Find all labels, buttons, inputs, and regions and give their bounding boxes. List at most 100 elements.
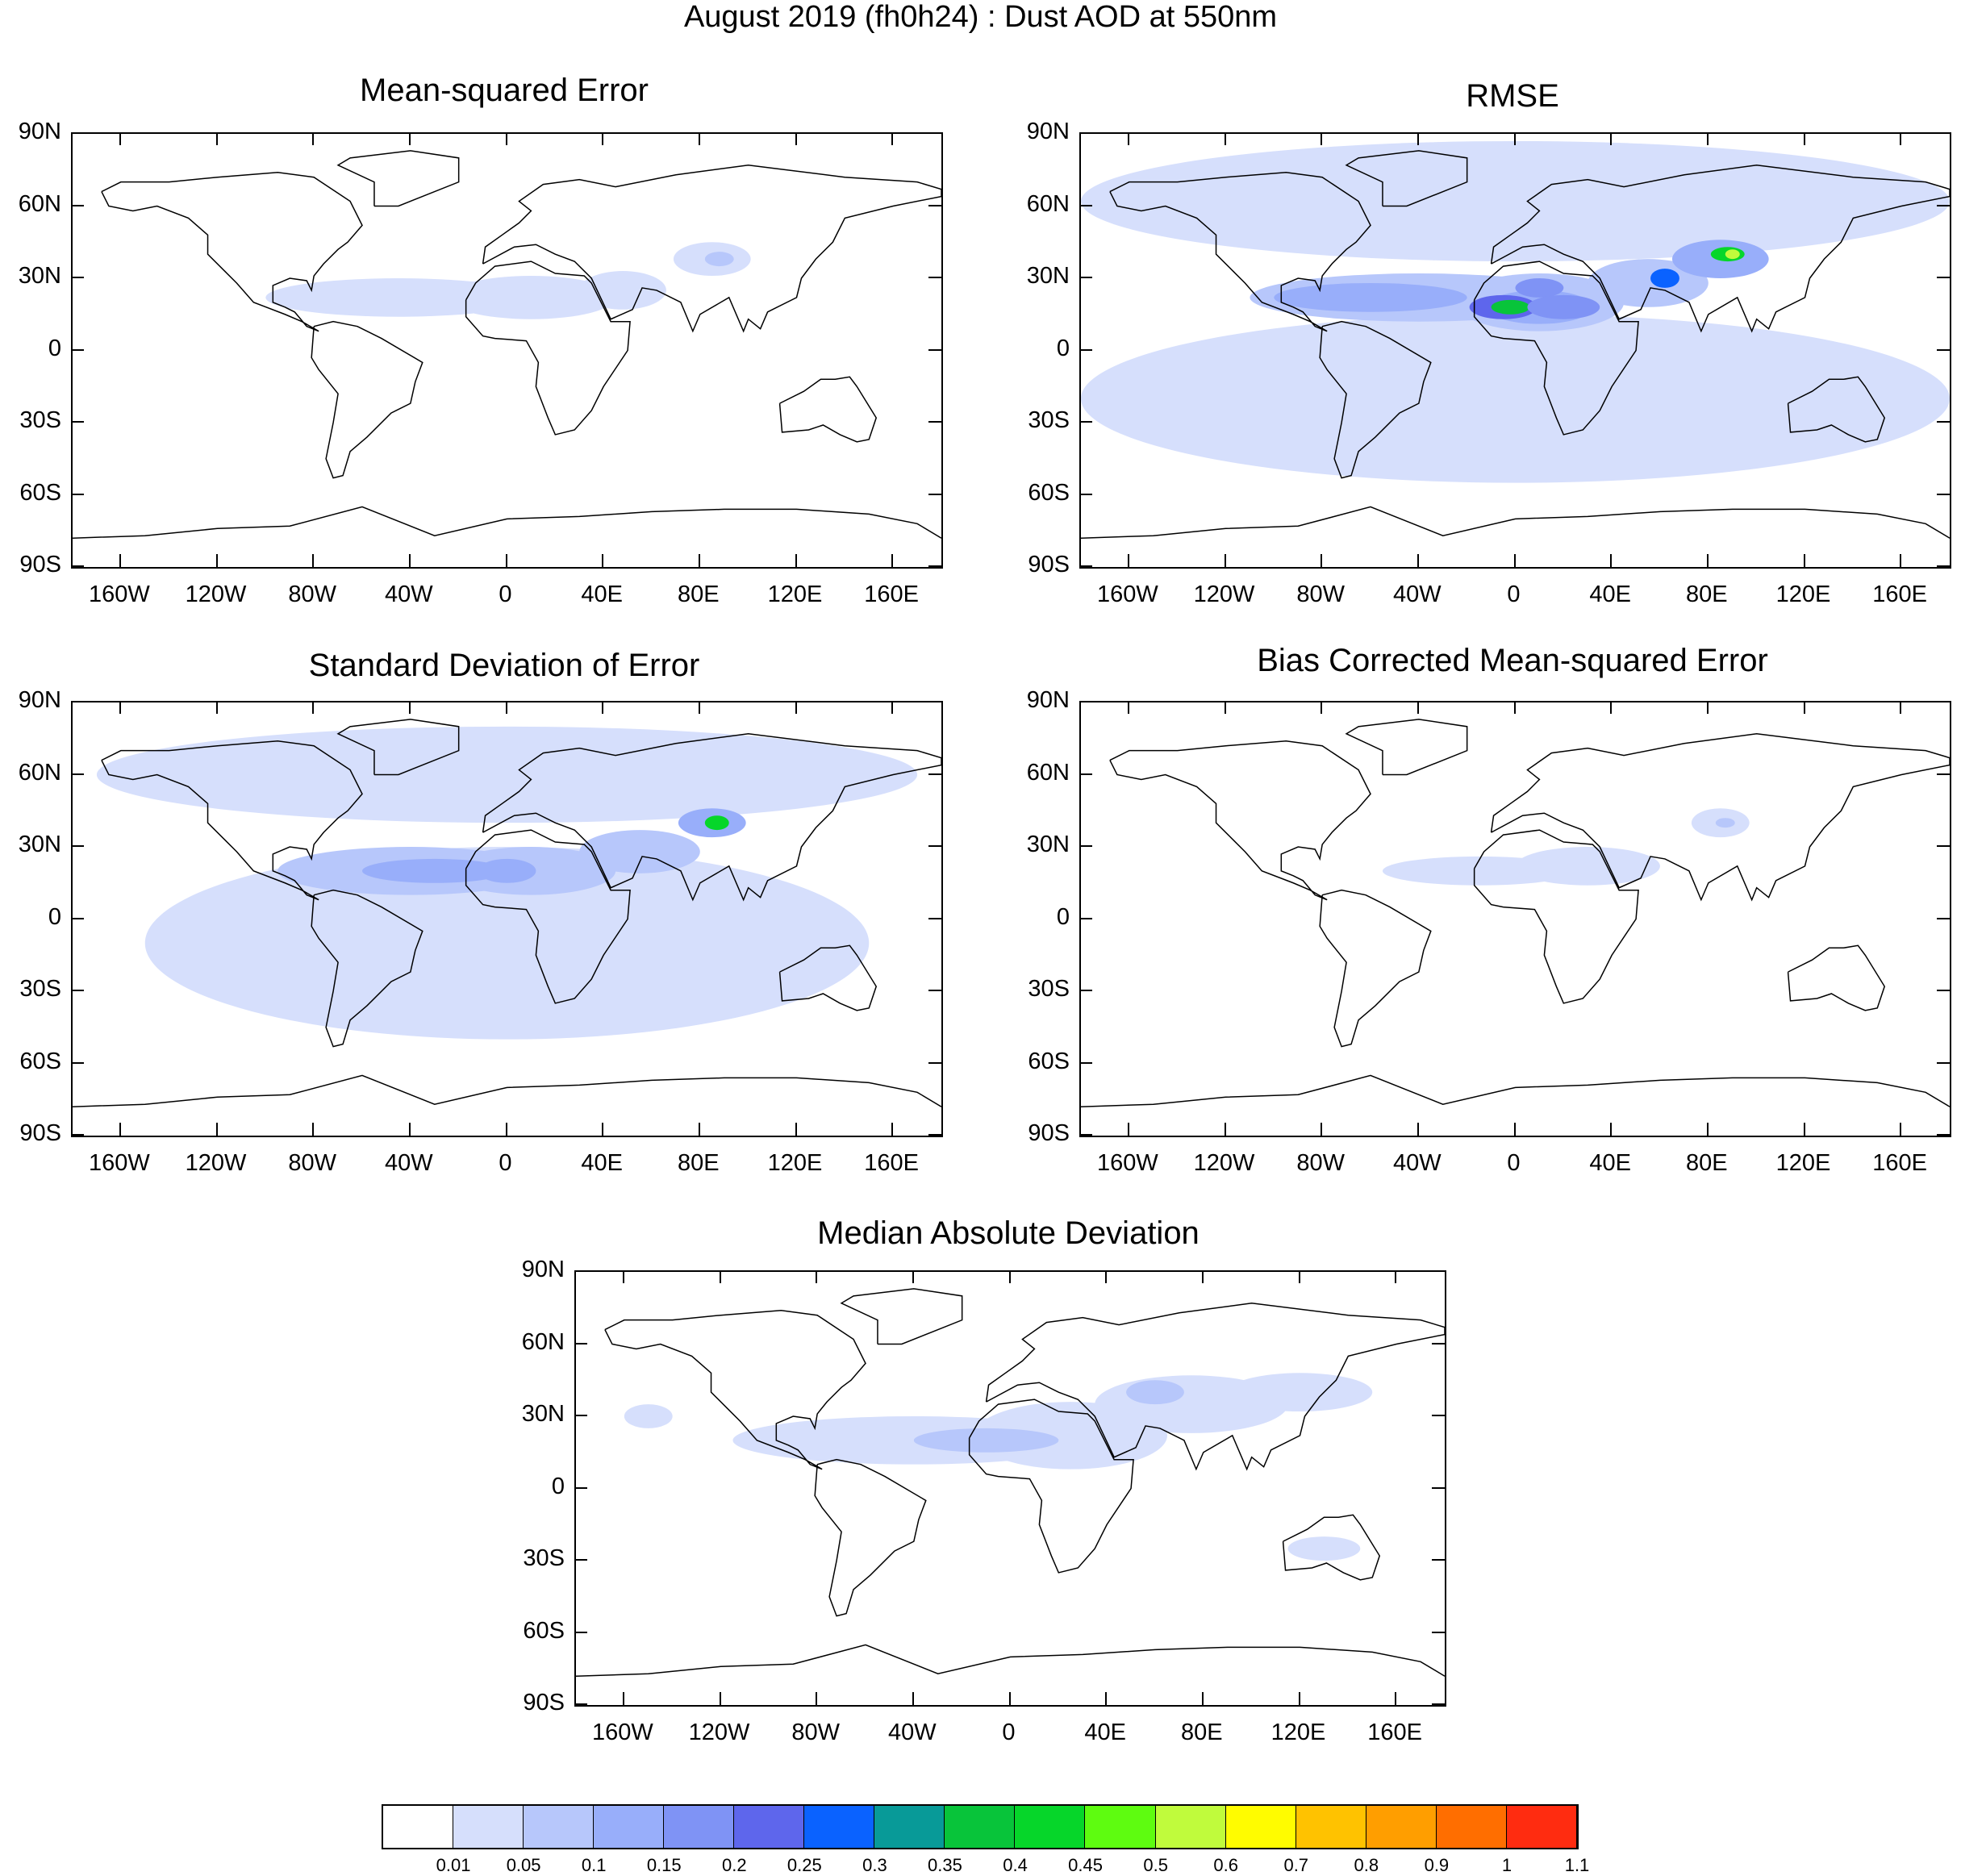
lon-tick — [795, 701, 797, 714]
dust-field — [1227, 1373, 1373, 1412]
lat-tick — [1432, 1703, 1445, 1705]
lon-tick — [1127, 1123, 1129, 1136]
latitude-label: 60S — [523, 1617, 565, 1644]
lat-tick — [1432, 1486, 1445, 1489]
lon-tick — [719, 1270, 721, 1283]
lat-tick — [574, 1703, 587, 1705]
colorbar-swatch — [945, 1806, 1016, 1848]
coastline — [1345, 719, 1468, 776]
panel-title: Bias Corrected Mean-squared Error — [1257, 643, 1768, 678]
lat-tick — [71, 493, 84, 495]
lon-tick — [698, 132, 700, 145]
lat-tick — [1079, 493, 1092, 495]
lat-tick — [1432, 1415, 1445, 1416]
colorbar-swatch — [1155, 1806, 1226, 1848]
longitude-label: 80E — [678, 582, 720, 607]
lat-tick — [1079, 917, 1092, 919]
longitude-label: 0 — [1002, 1720, 1016, 1745]
lat-tick — [928, 132, 941, 134]
longitude-label: 160E — [1367, 1720, 1423, 1745]
longitude-label: 80E — [1181, 1720, 1223, 1745]
colorbar-swatch — [804, 1806, 875, 1848]
coastline — [604, 1309, 866, 1470]
map-area — [71, 132, 943, 569]
dust-field — [1081, 140, 1950, 262]
lat-tick — [1937, 493, 1950, 495]
colorbar-swatch — [1296, 1806, 1366, 1848]
lon-tick — [215, 554, 218, 567]
coastline — [101, 171, 363, 332]
colorbar-label: 0.45 — [1068, 1855, 1103, 1875]
lat-tick — [1937, 1061, 1950, 1064]
lon-tick — [1321, 554, 1323, 567]
lon-tick — [312, 132, 315, 145]
lon-tick — [1224, 554, 1226, 567]
lat-tick — [71, 277, 84, 278]
lat-tick — [1079, 277, 1092, 278]
longitude-label: 160E — [864, 582, 920, 607]
lat-tick — [71, 348, 84, 351]
longitude-label: 80W — [1296, 1150, 1345, 1176]
figure-title: August 2019 (fh0h24) : Dust AOD at 550nm — [683, 0, 1278, 34]
lon-tick — [1803, 701, 1805, 714]
lon-tick — [1900, 701, 1902, 714]
lat-tick — [1937, 990, 1950, 991]
lat-tick — [71, 773, 84, 775]
latitude-label: 60N — [18, 759, 61, 786]
longitude-label: 120E — [767, 1150, 823, 1176]
latitude-label: 90N — [1026, 119, 1070, 144]
lon-tick — [1008, 1270, 1011, 1283]
lon-tick — [1610, 701, 1613, 714]
longitude-label: 0 — [499, 1150, 512, 1176]
colorbar-label: 0.2 — [721, 1855, 747, 1875]
coastline — [1319, 889, 1432, 1048]
lon-tick — [1127, 132, 1129, 145]
longitude-label: 0 — [499, 582, 512, 607]
dust-field — [1515, 278, 1564, 298]
latitude-label: 30S — [19, 407, 61, 433]
longitude-label: 80W — [288, 1150, 336, 1176]
colorbar-swatch — [1506, 1806, 1577, 1848]
colorbar-swatch — [1015, 1806, 1086, 1848]
lon-tick — [1008, 1692, 1011, 1705]
lat-tick — [1079, 1134, 1092, 1136]
colorbar — [382, 1804, 1579, 1849]
lon-tick — [602, 1123, 604, 1136]
lon-tick — [602, 701, 604, 714]
colorbar-label: 0.05 — [506, 1855, 541, 1875]
lat-tick — [1432, 1342, 1445, 1344]
longitude-label: 40W — [385, 1150, 433, 1176]
lat-tick — [71, 917, 84, 919]
longitude-label: 40W — [1393, 582, 1442, 607]
dust-field — [144, 847, 870, 1040]
lon-tick — [912, 1270, 914, 1283]
colorbar-label: 0.4 — [1003, 1855, 1028, 1875]
colorbar-swatch — [874, 1806, 945, 1848]
longitude-label: 40W — [1393, 1150, 1442, 1176]
panel-title: RMSE — [1466, 78, 1559, 114]
dust-field — [1515, 847, 1660, 886]
lon-tick — [1201, 1270, 1204, 1283]
coastline — [985, 1303, 1445, 1471]
longitude-label: 40E — [581, 1150, 623, 1176]
colorbar-label: 1 — [1501, 1855, 1512, 1875]
lat-tick — [928, 990, 941, 991]
lon-tick — [1803, 554, 1805, 567]
latitude-label: 30N — [521, 1401, 565, 1427]
lon-tick — [602, 132, 604, 145]
lon-tick — [795, 554, 797, 567]
lon-tick — [622, 1270, 624, 1283]
lat-tick — [1079, 773, 1092, 775]
lat-tick — [1079, 132, 1092, 134]
lat-tick — [71, 565, 84, 567]
longitude-label: 120E — [767, 582, 823, 607]
latitude-label: 90S — [19, 552, 61, 577]
coastline — [1490, 733, 1950, 902]
coastline — [814, 1458, 927, 1617]
lat-tick — [928, 565, 941, 567]
lon-tick — [1417, 1123, 1419, 1136]
dust-field — [579, 830, 700, 873]
colorbar-swatch — [524, 1806, 595, 1848]
lon-tick — [1201, 1692, 1204, 1705]
lon-tick — [1706, 701, 1709, 714]
